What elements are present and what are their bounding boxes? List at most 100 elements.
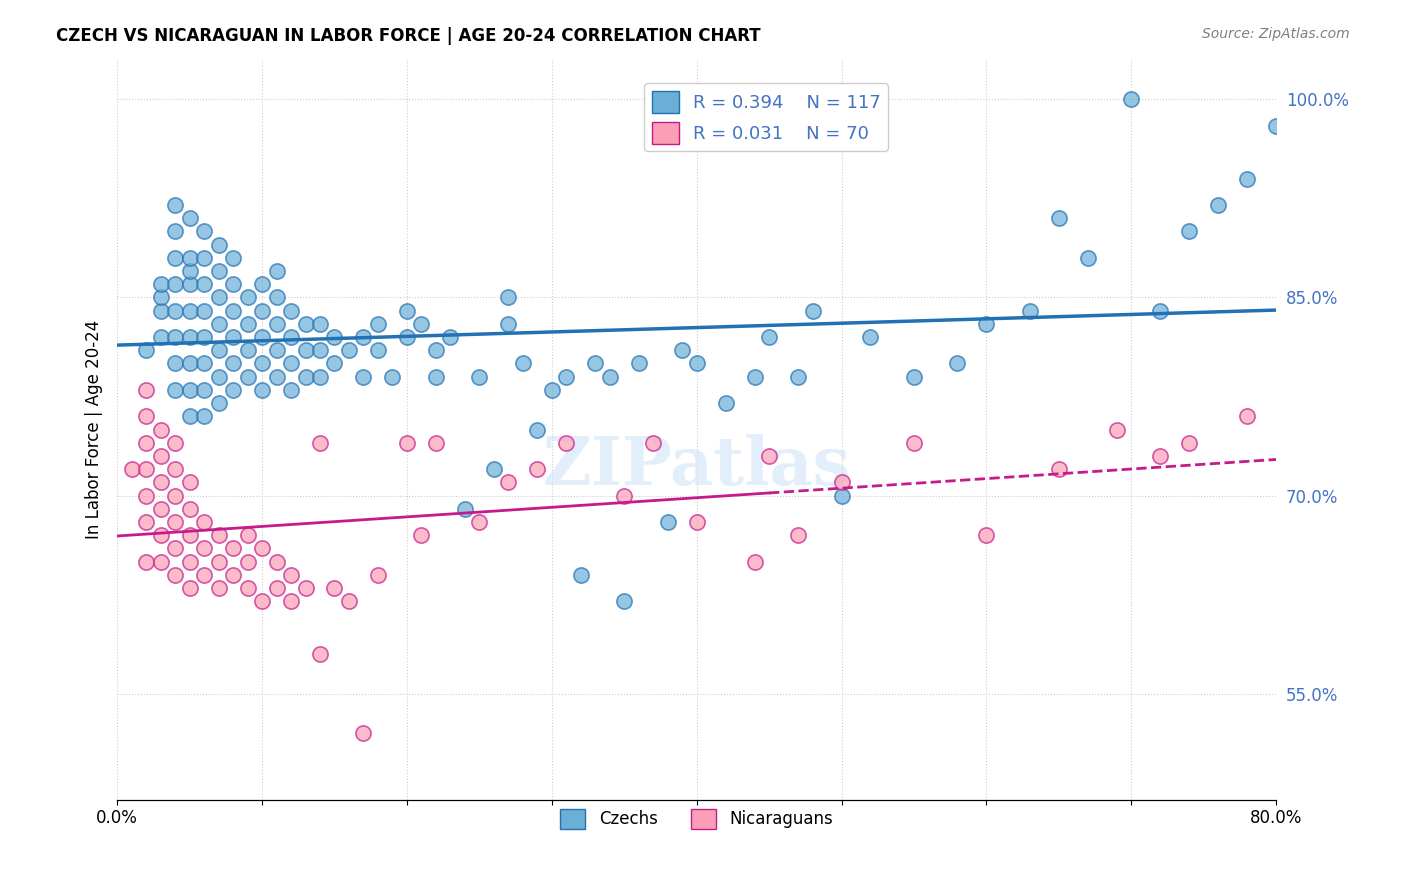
Point xyxy=(207,581,229,595)
Point xyxy=(236,555,259,569)
Point xyxy=(787,528,810,542)
Point xyxy=(831,475,853,490)
Y-axis label: In Labor Force | Age 20-24: In Labor Force | Age 20-24 xyxy=(86,320,103,539)
Point xyxy=(135,409,157,424)
Point xyxy=(787,369,810,384)
Point xyxy=(801,303,824,318)
Point xyxy=(250,303,273,318)
Point xyxy=(135,489,157,503)
Point xyxy=(193,303,215,318)
Point xyxy=(309,369,332,384)
Point xyxy=(1178,435,1201,450)
Point xyxy=(266,555,288,569)
Point xyxy=(179,528,201,542)
Point xyxy=(165,435,187,450)
Point xyxy=(165,224,187,238)
Point xyxy=(831,489,853,503)
Point xyxy=(222,383,245,397)
Text: CZECH VS NICARAGUAN IN LABOR FORCE | AGE 20-24 CORRELATION CHART: CZECH VS NICARAGUAN IN LABOR FORCE | AGE… xyxy=(56,27,761,45)
Legend: Czechs, Nicaraguans: Czechs, Nicaraguans xyxy=(554,802,839,836)
Point xyxy=(613,489,636,503)
Point xyxy=(280,568,302,582)
Point xyxy=(482,462,505,476)
Point xyxy=(309,343,332,358)
Point xyxy=(222,568,245,582)
Point xyxy=(744,555,766,569)
Point xyxy=(149,277,172,292)
Point xyxy=(207,555,229,569)
Point xyxy=(149,330,172,344)
Point xyxy=(337,594,360,608)
Point xyxy=(149,501,172,516)
Point xyxy=(179,409,201,424)
Point xyxy=(207,528,229,542)
Point xyxy=(179,251,201,265)
Point xyxy=(165,198,187,212)
Point xyxy=(135,383,157,397)
Point xyxy=(193,357,215,371)
Point xyxy=(236,290,259,304)
Point xyxy=(425,435,447,450)
Point xyxy=(367,317,389,331)
Point xyxy=(236,581,259,595)
Point xyxy=(526,423,548,437)
Point xyxy=(468,515,491,529)
Point xyxy=(323,581,346,595)
Point xyxy=(149,555,172,569)
Point xyxy=(569,568,592,582)
Point xyxy=(236,369,259,384)
Point xyxy=(903,369,925,384)
Point xyxy=(165,568,187,582)
Point xyxy=(207,237,229,252)
Point xyxy=(165,277,187,292)
Point xyxy=(903,435,925,450)
Point xyxy=(1105,423,1128,437)
Point xyxy=(1047,211,1070,226)
Point xyxy=(266,290,288,304)
Point xyxy=(294,369,316,384)
Point xyxy=(468,369,491,384)
Point xyxy=(323,330,346,344)
Point xyxy=(193,330,215,344)
Point xyxy=(353,726,375,740)
Point xyxy=(309,317,332,331)
Point xyxy=(179,211,201,226)
Point xyxy=(498,290,520,304)
Point xyxy=(193,224,215,238)
Point xyxy=(425,343,447,358)
Point xyxy=(1206,198,1229,212)
Point xyxy=(685,357,707,371)
Point xyxy=(671,343,693,358)
Point xyxy=(222,303,245,318)
Point xyxy=(266,264,288,278)
Point xyxy=(165,489,187,503)
Point xyxy=(193,383,215,397)
Point xyxy=(179,383,201,397)
Point xyxy=(758,449,780,463)
Point xyxy=(179,277,201,292)
Point xyxy=(135,462,157,476)
Point xyxy=(555,435,578,450)
Point xyxy=(236,317,259,331)
Point xyxy=(121,462,143,476)
Point xyxy=(250,383,273,397)
Point xyxy=(250,357,273,371)
Point xyxy=(395,330,418,344)
Point xyxy=(135,515,157,529)
Point xyxy=(193,541,215,556)
Point xyxy=(657,515,679,529)
Point xyxy=(179,330,201,344)
Point xyxy=(411,317,433,331)
Point xyxy=(135,343,157,358)
Point xyxy=(1077,251,1099,265)
Point xyxy=(512,357,534,371)
Point xyxy=(367,343,389,358)
Point xyxy=(266,317,288,331)
Point xyxy=(207,264,229,278)
Point xyxy=(323,357,346,371)
Point xyxy=(1121,92,1143,106)
Point xyxy=(222,330,245,344)
Point xyxy=(367,568,389,582)
Text: ZIPatlas: ZIPatlas xyxy=(543,434,851,499)
Point xyxy=(149,423,172,437)
